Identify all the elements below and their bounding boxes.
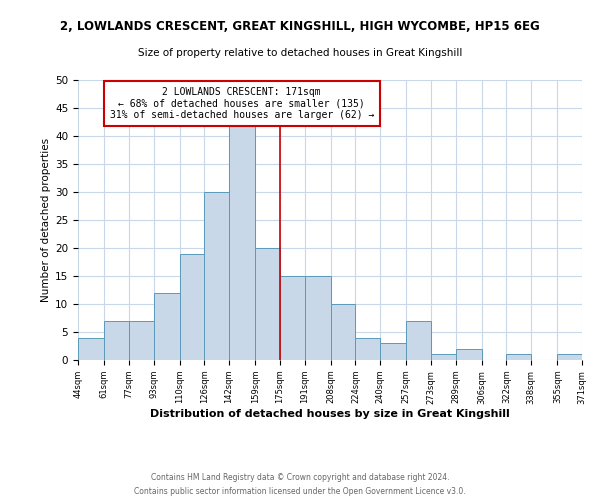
Text: Size of property relative to detached houses in Great Kingshill: Size of property relative to detached ho…	[138, 48, 462, 58]
Bar	[78, 338, 104, 360]
Bar	[455, 349, 482, 360]
Text: Contains public sector information licensed under the Open Government Licence v3: Contains public sector information licen…	[134, 486, 466, 496]
Bar	[280, 276, 305, 360]
X-axis label: Distribution of detached houses by size in Great Kingshill: Distribution of detached houses by size …	[150, 410, 510, 420]
Bar	[154, 293, 180, 360]
Bar	[104, 321, 129, 360]
Bar	[205, 192, 229, 360]
Bar	[431, 354, 455, 360]
Text: Contains HM Land Registry data © Crown copyright and database right 2024.: Contains HM Land Registry data © Crown c…	[151, 472, 449, 482]
Bar	[255, 248, 280, 360]
Bar	[355, 338, 380, 360]
Text: 2, LOWLANDS CRESCENT, GREAT KINGSHILL, HIGH WYCOMBE, HP15 6EG: 2, LOWLANDS CRESCENT, GREAT KINGSHILL, H…	[60, 20, 540, 33]
Y-axis label: Number of detached properties: Number of detached properties	[41, 138, 51, 302]
Bar	[305, 276, 331, 360]
Bar	[180, 254, 205, 360]
Bar	[129, 321, 154, 360]
Bar	[506, 354, 531, 360]
Bar	[406, 321, 431, 360]
Bar	[229, 125, 255, 360]
Bar	[380, 343, 406, 360]
Bar	[331, 304, 355, 360]
Text: 2 LOWLANDS CRESCENT: 171sqm
← 68% of detached houses are smaller (135)
31% of se: 2 LOWLANDS CRESCENT: 171sqm ← 68% of det…	[110, 87, 374, 120]
Bar	[557, 354, 582, 360]
